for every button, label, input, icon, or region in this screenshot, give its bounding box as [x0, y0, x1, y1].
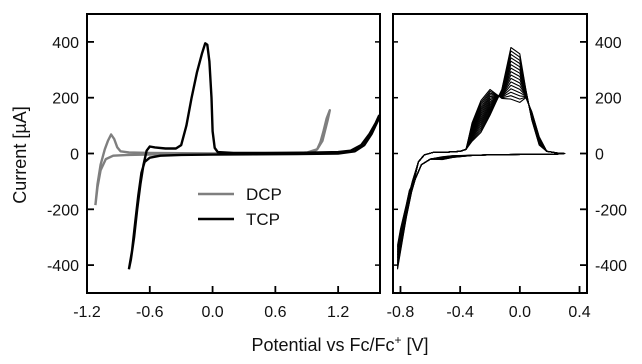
x-tick-label-right: -0.8 [387, 304, 415, 321]
y-tick-label-right: 400 [595, 35, 622, 52]
series-line-tcp [127, 42, 380, 270]
y-tick-label-left: 200 [52, 91, 79, 108]
x-tick-label-right: 0.4 [568, 304, 590, 321]
y-tick-label-right: 0 [595, 147, 604, 164]
y-tick-label-right: -400 [595, 258, 627, 275]
cycle-line-2 [396, 50, 566, 268]
cycle-line-4 [396, 57, 566, 265]
y-tick-label-left: -200 [47, 202, 79, 219]
x-axis-title: Potential vs Fc/Fc+ [V] [251, 333, 428, 355]
axes-layer: -1.2 -0.6 0.0 0.6 1.2 -400 -200 0 200 400 -0.8 -0.4… [47, 13, 627, 321]
cycle-line-3 [396, 53, 566, 267]
legend: DCP TCP [198, 185, 282, 229]
x-axis-title-prefix: Potential vs Fc/Fc [251, 335, 394, 355]
y-tick-label-left: -400 [47, 258, 79, 275]
x-tick-label-right: 0.0 [509, 304, 531, 321]
plot-area-left [94, 42, 380, 270]
cycle-line-1 [396, 46, 566, 270]
x-tick-label-left: 0.6 [264, 304, 286, 321]
x-axis-title-suffix: [V] [402, 335, 429, 355]
x-tick-label-left: -0.6 [136, 304, 164, 321]
legend-label-dcp: DCP [246, 185, 282, 204]
x-axis-title-sup: + [395, 333, 402, 347]
plot-layer [94, 42, 566, 270]
x-tick-label-left: 1.2 [327, 304, 349, 321]
y-tick-label-right: -200 [595, 202, 627, 219]
x-tick-label-left: 0.0 [201, 304, 223, 321]
y-axis-title: Current [µA] [10, 106, 30, 203]
plot-area-right [396, 46, 566, 270]
legend-label-tcp: TCP [246, 210, 280, 229]
x-tick-label-left: -1.2 [73, 304, 101, 321]
y-tick-label-left: 400 [52, 35, 79, 52]
series-line-dcp [94, 109, 331, 206]
x-tick-label-right: -0.4 [446, 304, 474, 321]
cycle-line-16 [396, 88, 566, 246]
y-tick-label-right: 200 [595, 91, 622, 108]
y-tick-label-left: 0 [70, 147, 79, 164]
cycle-line-6 [396, 64, 566, 262]
cycle-line-5 [396, 60, 566, 264]
